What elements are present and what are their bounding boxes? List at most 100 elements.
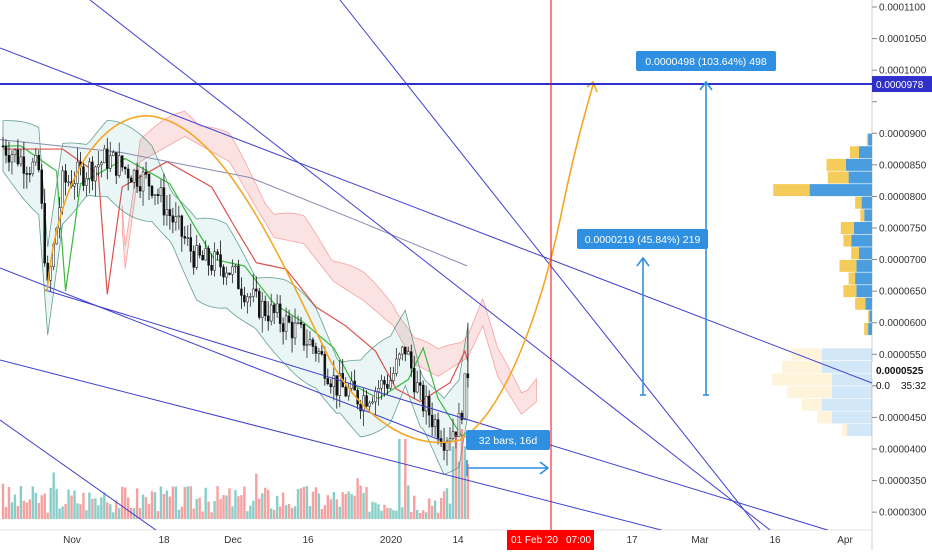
volume-bar (135, 488, 139, 519)
date-highlight-box (507, 530, 594, 550)
volume-bar (10, 502, 14, 519)
volume-profile-down (802, 398, 822, 411)
target-price-label: 0.0000978 (876, 80, 924, 91)
volume-bar (97, 505, 100, 519)
x-tick-label: Apr (837, 535, 853, 546)
date-range-label-box (466, 430, 550, 450)
candle-body (228, 272, 231, 275)
candle-body (85, 178, 88, 186)
candle-body (37, 155, 41, 171)
date-highlight-label: 01 Feb '20 (511, 535, 558, 546)
x-tick-label: 2020 (380, 535, 403, 546)
volume-bar (255, 473, 258, 519)
candle-body (269, 304, 273, 322)
volume-bar (234, 490, 237, 519)
candle-body (183, 236, 187, 239)
candle-body (451, 431, 455, 439)
volume-bar (368, 511, 371, 519)
candle-body (22, 156, 26, 174)
volume-bar (249, 505, 252, 519)
volume-bar (34, 492, 37, 519)
volume-bar (19, 486, 23, 519)
candle-body (201, 254, 204, 261)
volume-bar (123, 487, 127, 519)
volume-bar (13, 494, 17, 519)
candle-body (323, 353, 327, 379)
candle-body (252, 288, 255, 297)
candle-body (112, 152, 115, 156)
volume-profile-up (822, 348, 872, 361)
volume-bar (109, 504, 112, 519)
volume-bar (258, 498, 261, 519)
candle-body (445, 440, 449, 451)
volume-bar (4, 506, 8, 519)
volume-bar (31, 486, 34, 519)
volume-profile-up (851, 234, 872, 247)
candle-body (138, 186, 142, 192)
y-tick-label: 0.0000350 (879, 476, 927, 487)
volume-bar (457, 461, 461, 519)
candle-body (189, 237, 192, 252)
last-price-label: 0.0000525 (876, 366, 924, 377)
volume-bar (76, 503, 79, 519)
candle-body (153, 194, 157, 196)
volume-bar (350, 493, 353, 519)
volume-bar (421, 510, 425, 519)
volume-bar (210, 512, 213, 519)
x-tick-label: Mar (691, 535, 709, 546)
candle-body (225, 272, 228, 278)
candle-body (368, 402, 371, 407)
candle-body (418, 382, 422, 386)
candle-body (7, 155, 11, 163)
candle-body (320, 351, 324, 355)
volume-profile-up (865, 297, 872, 310)
volume-profile-up (832, 411, 872, 424)
volume-profile-up (832, 386, 872, 399)
volume-bar (183, 486, 186, 519)
y-tick-label: 0.0000650 (879, 287, 927, 298)
volume-profile-up (869, 310, 872, 323)
candle-body (344, 386, 347, 397)
date-range-label: 32 bars, 16d (479, 435, 538, 447)
volume-bar (293, 506, 297, 519)
candle-body (10, 154, 14, 163)
volume-bar (144, 497, 148, 519)
volume-bar (28, 499, 32, 519)
candle-body (427, 396, 431, 416)
candle-body (281, 323, 285, 332)
candle-body (424, 396, 428, 412)
cup-arc (46, 84, 594, 444)
volume-bar (168, 496, 172, 519)
volume-bar (377, 504, 380, 519)
volume-bar (132, 508, 136, 519)
volume-profile-up (855, 272, 872, 285)
volume-bar (267, 489, 270, 519)
volume-bar (314, 487, 318, 519)
volume-bar (386, 507, 389, 519)
volume-bar (192, 508, 195, 519)
volume-bar (118, 508, 121, 519)
candle-body (126, 168, 130, 179)
candle-body (31, 161, 35, 174)
volume-bar (159, 486, 163, 519)
candle-body (261, 300, 264, 318)
target-price-tag (872, 76, 932, 93)
candle-body (433, 419, 437, 428)
measure-large-label-box (636, 51, 776, 71)
volume-profile-up (846, 158, 872, 171)
volume-profile-up (853, 222, 872, 234)
volume-profile-down (849, 146, 859, 159)
trend-line (0, 47, 872, 384)
candle-body (362, 395, 365, 412)
volume-bar (106, 502, 109, 519)
volume-bar (436, 512, 440, 519)
candle-body (180, 215, 184, 237)
volume-bar (264, 487, 267, 519)
candle-body (258, 290, 261, 318)
volume-bar (22, 500, 26, 519)
volume-bar (380, 510, 383, 519)
candle-body (305, 344, 309, 346)
candle-body (308, 339, 312, 345)
